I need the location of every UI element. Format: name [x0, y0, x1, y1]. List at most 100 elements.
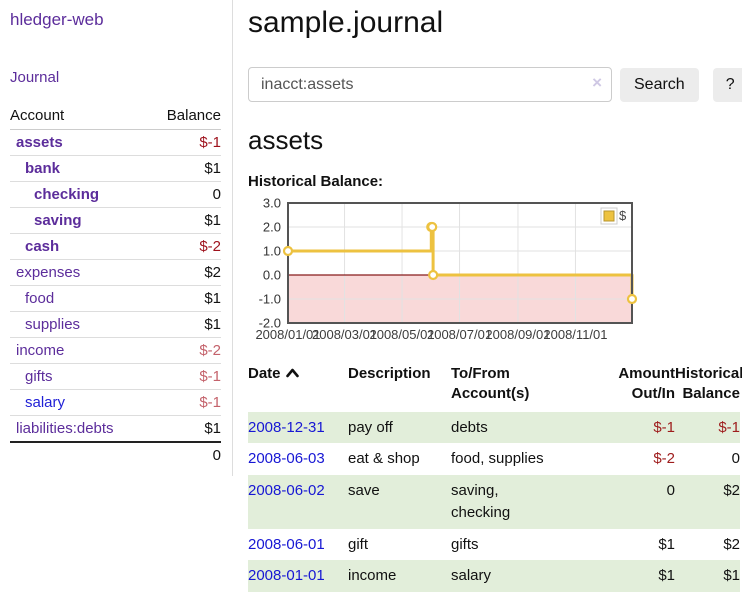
account-row: salary $-1 [10, 389, 221, 416]
cell-balance: $1 [723, 567, 740, 585]
transaction-date-link[interactable]: 2008-06-02 [248, 482, 325, 499]
account-name-cell: expenses [10, 259, 149, 286]
account-row: assets $-1 [10, 129, 221, 156]
chart-tick-label: 2008/07/01 [427, 327, 492, 342]
account-name-cell: cash [10, 233, 149, 260]
page-title: sample.journal [248, 6, 444, 39]
account-link-income[interactable]: income [16, 342, 65, 359]
chart-title: Historical Balance: [248, 173, 384, 190]
account-link-gifts[interactable]: gifts [25, 368, 53, 385]
table-row: 2008-12-31 pay off debts $-1 $-1 [248, 411, 740, 444]
account-name-cell: saving [10, 207, 149, 234]
account-name-cell: income [10, 337, 149, 364]
account-link-expenses[interactable]: expenses [16, 264, 81, 281]
account-row: supplies $1 [10, 311, 221, 338]
chart-canvas: 3.0 2.0 1.0 0.0 -1.0 -2.02008/01/012008/03/01… [255, 196, 638, 342]
cell-date: 2008-12-31 [248, 412, 348, 444]
account-name-cell: salary [10, 389, 149, 416]
cell-accounts: saving, checking [451, 482, 511, 521]
cell-amount: $1 [658, 567, 675, 585]
search-button[interactable]: Search [620, 67, 699, 102]
chart-tick-label: 1.0 [263, 244, 281, 259]
accounts-total-row: 0 [10, 441, 221, 468]
register-header-amount: Amount Out/In [618, 365, 675, 403]
account-link-cash[interactable]: cash [25, 238, 60, 255]
account-balance: $1 [148, 207, 221, 234]
account-row: checking 0 [10, 181, 221, 208]
chart-tick-label: 2008/03/01 [312, 327, 377, 342]
register-header-description: Description [348, 365, 431, 382]
cell-amount: $-2 [653, 450, 675, 468]
table-row: 2008-06-03 eat & shop food, supplies $-2 0 [248, 443, 740, 475]
register-header-row: Date Description To/From Account(s) Amount Ou… [248, 362, 742, 412]
account-link-bank[interactable]: bank [25, 160, 61, 177]
account-link-checking[interactable]: checking [34, 186, 100, 203]
chart-tick-label: 2008/01/01 [255, 327, 320, 342]
cell-date: 2008-06-02 [248, 475, 348, 529]
main-content: sample.journal × Search ? assets Histori… [233, 0, 742, 612]
transaction-date-link[interactable]: 2008-01-01 [248, 567, 325, 585]
account-balance: $2 [148, 259, 221, 286]
search-form: × Search ? [248, 67, 742, 102]
account-link-salary[interactable]: salary [25, 394, 66, 411]
accounts-total-value: 0 [148, 441, 221, 468]
account-row: food $1 [10, 285, 221, 312]
account-name-cell: checking [10, 181, 149, 208]
account-balance: $1 [148, 155, 221, 182]
account-balance: $1 [148, 311, 221, 338]
app-title-link[interactable]: hledger-web [10, 10, 104, 29]
register-header-historical: Historical Balance [675, 365, 742, 403]
search-input[interactable] [248, 67, 612, 102]
register-header-date[interactable]: Date [248, 362, 348, 412]
account-balance: $1 [148, 415, 221, 443]
chart-tick-label: 2008/11/01 [543, 327, 607, 342]
cell-amount: $1 [658, 535, 675, 553]
chart-tick-label: -2.0 [259, 316, 281, 331]
register-header-to-from: To/From Account(s) [451, 365, 530, 403]
account-name-cell: food [10, 285, 149, 312]
cell-accounts: gifts [451, 535, 479, 553]
table-row: 2008-01-01 income salary $1 $1 [248, 560, 740, 592]
accounts-header-row: Account Balance [10, 105, 221, 130]
account-balance: $1 [148, 285, 221, 312]
table-row: 2008-06-01 gift gifts $1 $2 [248, 529, 740, 561]
accounts-table: Account Balance assets $-1 bank $1 checking 0… [10, 105, 221, 468]
account-link-liabilities-debts[interactable]: liabilities:debts [16, 420, 114, 437]
account-link-saving[interactable]: saving [34, 212, 82, 229]
transaction-date-link[interactable]: 2008-06-01 [248, 535, 325, 553]
accounts-total-spacer [10, 441, 149, 468]
clear-search-icon[interactable]: × [592, 73, 602, 92]
accounts-header-account: Account [10, 105, 149, 130]
help-button[interactable]: ? [712, 67, 742, 102]
cell-accounts: salary [451, 567, 492, 585]
account-row: liabilities:debts $1 [10, 415, 221, 443]
chart-tick-label: -1.0 [259, 292, 281, 307]
historical-balance-chart: 3.0 2.0 1.0 0.0 -1.0 -2.0 2008/01/01 2008/03/01… [248, 196, 742, 349]
account-link-food[interactable]: food [25, 290, 55, 307]
account-row: gifts $-1 [10, 363, 221, 390]
account-name-cell: supplies [10, 311, 149, 338]
table-row: 2008-06-02 save saving, checking 0 $2 [248, 475, 740, 529]
transaction-date-link[interactable]: 2008-06-03 [248, 450, 325, 468]
account-heading: assets [248, 125, 324, 155]
cell-description: save [348, 482, 380, 499]
transaction-date-link[interactable]: 2008-12-31 [248, 418, 325, 436]
account-row: saving $1 [10, 207, 221, 234]
chart-tick-label: 2008/05/01 [369, 327, 434, 342]
search-box: × [248, 67, 612, 102]
accounts-header-balance: Balance [148, 105, 221, 130]
account-name-cell: assets [10, 129, 149, 156]
account-row: cash $-2 [10, 233, 221, 260]
nav-journal-link[interactable]: Journal [10, 69, 60, 86]
cell-amount: 0 [666, 482, 675, 499]
account-balance: $-2 [148, 337, 221, 364]
cell-balance: $2 [723, 535, 740, 553]
cell-date: 2008-06-01 [248, 529, 348, 561]
cell-balance: $-1 [718, 418, 740, 436]
cell-balance: 0 [731, 450, 740, 468]
register-table: Date Description To/From Account(s) Amount Ou… [248, 362, 742, 592]
account-balance: $-1 [148, 389, 221, 416]
account-link-assets[interactable]: assets [16, 134, 63, 151]
account-link-supplies[interactable]: supplies [25, 316, 81, 333]
